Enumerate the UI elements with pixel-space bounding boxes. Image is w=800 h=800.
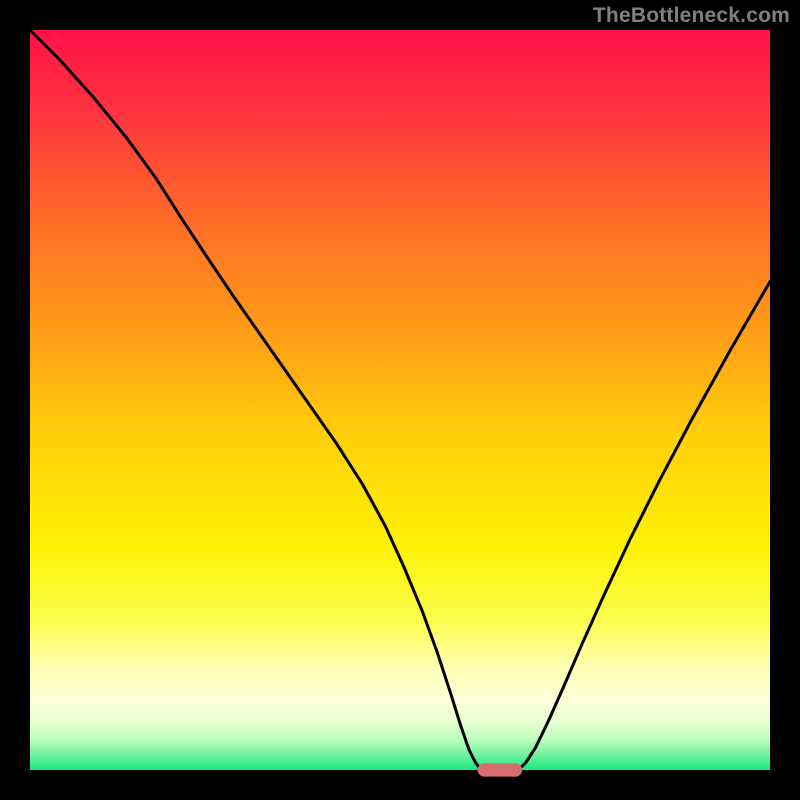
optimal-range-marker [478, 763, 522, 776]
watermark-label: TheBottleneck.com [593, 4, 790, 28]
chart-plot-background [30, 30, 770, 770]
chart-container: TheBottleneck.com [0, 0, 800, 800]
bottleneck-chart [0, 0, 800, 800]
